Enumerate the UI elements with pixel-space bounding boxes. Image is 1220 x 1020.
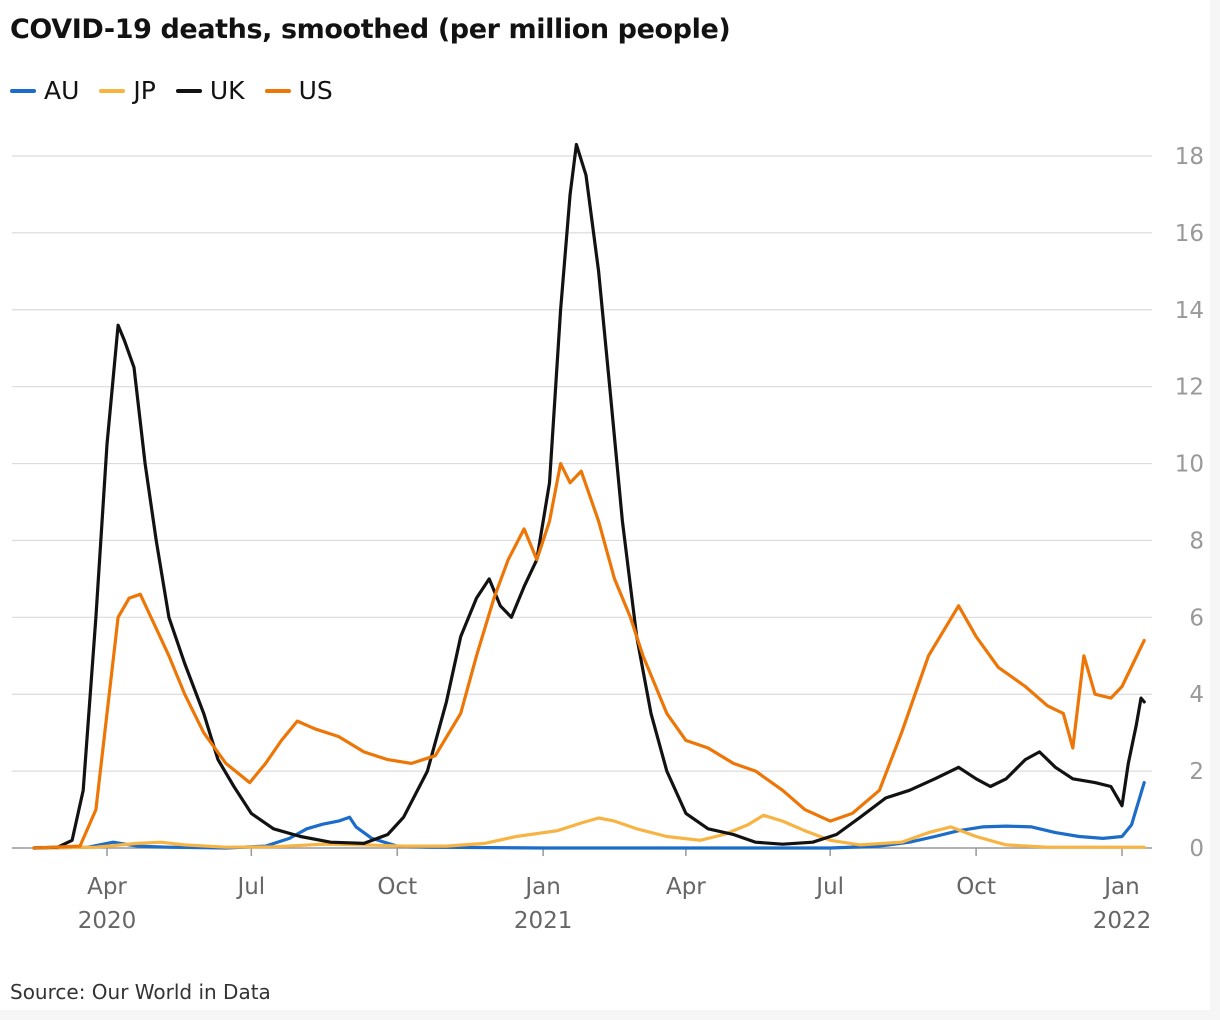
legend-swatch-jp	[99, 88, 126, 93]
legend-item-uk: UK	[175, 76, 245, 105]
y-tick-label: 2	[1189, 759, 1204, 785]
y-tick-label: 18	[1175, 144, 1204, 170]
series-line-uk	[32, 142, 1146, 850]
y-tick-label: 4	[1189, 682, 1204, 708]
x-tick-label: Apr	[87, 874, 127, 900]
y-tick-label: 14	[1175, 298, 1204, 324]
y-tick-label: 12	[1175, 375, 1204, 401]
legend-item-us: US	[264, 76, 333, 105]
chart-title: COVID-19 deaths, smoothed (per million p…	[10, 14, 731, 45]
x-tick-label: Oct	[956, 874, 996, 900]
legend-label-jp: JP	[133, 76, 156, 105]
chart-source: Source: Our World in Data	[10, 980, 271, 1004]
x-tick-year-label: 2020	[78, 908, 137, 934]
legend-swatch-au	[10, 88, 36, 93]
y-tick-label: 0	[1189, 836, 1204, 862]
legend-label-uk: UK	[209, 76, 245, 105]
y-tick-label: 6	[1189, 605, 1204, 631]
x-tick-label: Apr	[666, 874, 706, 900]
y-tick-label: 8	[1189, 528, 1204, 554]
x-tick-label: Jul	[814, 874, 844, 900]
y-tick-label: 10	[1175, 452, 1204, 478]
series-line-us	[32, 462, 1146, 850]
x-tick-label: Oct	[377, 874, 417, 900]
legend-swatch-us	[264, 88, 291, 93]
x-tick-label: Jan	[1102, 874, 1139, 900]
x-tick-label: Jan	[523, 874, 560, 900]
legend-label-us: US	[298, 76, 333, 105]
x-tick-year-label: 2022	[1093, 908, 1152, 934]
legend-swatch-uk	[175, 88, 202, 93]
legend-label-au: AU	[44, 76, 80, 105]
legend-item-jp: JP	[99, 76, 156, 105]
y-tick-label: 16	[1175, 221, 1204, 247]
x-tick-year-label: 2021	[514, 908, 573, 934]
series-line-jp	[32, 813, 1146, 850]
x-tick-label: Jul	[235, 874, 265, 900]
legend-item-au: AU	[10, 76, 79, 105]
chart-legend: AU JP UK US	[10, 76, 353, 105]
